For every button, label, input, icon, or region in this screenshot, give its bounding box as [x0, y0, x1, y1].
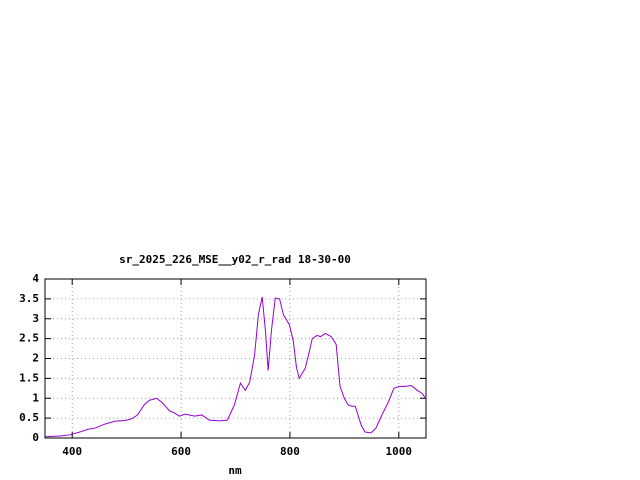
- y-tick-label: 4: [32, 272, 39, 285]
- y-tick-label: 1: [32, 391, 39, 404]
- data-line: [44, 296, 426, 438]
- x-tick-label: 600: [171, 445, 191, 458]
- x-tick-label: 400: [62, 445, 82, 458]
- y-tick-label: 2: [32, 352, 39, 365]
- y-tick-label: 0.5: [19, 411, 39, 424]
- y-tick-label: 3: [32, 312, 39, 325]
- y-tick-label: 2.5: [19, 332, 39, 345]
- x-axis-label: nm: [228, 464, 242, 477]
- x-tick-label: 1000: [386, 445, 413, 458]
- x-tick-label: 800: [280, 445, 300, 458]
- y-tick-label: 0: [32, 431, 39, 444]
- chart-title: sr_2025_226_MSE__y02_r_rad 18-30-00: [119, 253, 351, 266]
- y-tick-label: 3.5: [19, 292, 39, 305]
- y-tick-label: 1.5: [19, 371, 39, 384]
- plot-frame: [44, 278, 427, 439]
